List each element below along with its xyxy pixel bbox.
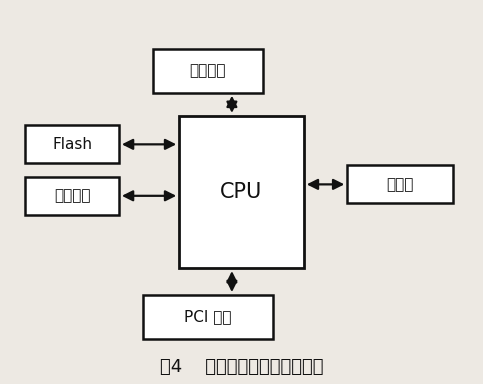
Text: 网络接口: 网络接口	[54, 188, 90, 203]
Text: PCI 总线: PCI 总线	[184, 310, 232, 324]
Text: 图4    主控单元的硬件结构框图: 图4 主控单元的硬件结构框图	[160, 358, 323, 376]
Text: Flash: Flash	[52, 137, 92, 152]
Bar	[26, 125, 119, 164]
Bar	[143, 295, 273, 339]
Text: 存储器: 存储器	[386, 177, 413, 192]
Bar	[347, 166, 453, 204]
Text: CPU: CPU	[220, 182, 263, 202]
Bar	[153, 49, 263, 93]
Bar	[179, 116, 304, 268]
Bar	[26, 177, 119, 215]
Text: 串行接口: 串行接口	[190, 63, 226, 78]
